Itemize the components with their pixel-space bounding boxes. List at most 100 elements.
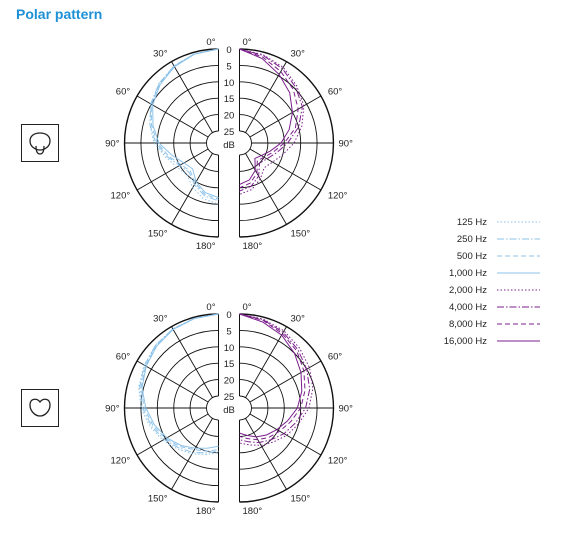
angle-label: 90° <box>339 404 354 415</box>
angle-label: 60° <box>328 352 343 363</box>
radial-tick-label: 15 <box>224 359 235 370</box>
tick-bg <box>221 325 237 337</box>
angle-label: 150° <box>148 229 168 240</box>
grid-spoke <box>136 413 209 456</box>
grid-spoke <box>136 148 209 191</box>
angle-label: 60° <box>116 87 131 98</box>
angle-label: 30° <box>291 313 306 324</box>
grid-spoke <box>249 413 322 456</box>
series-line <box>239 48 299 189</box>
series-line <box>239 313 303 438</box>
polar-chart-2: 0° 30° 60° 90° 120° 150° 180° 0° 30° 60° 90° 120° 15… <box>105 302 353 517</box>
legend-label: 500 Hz <box>457 251 487 262</box>
angle-label: 0° <box>206 302 215 313</box>
polar-half-left: 0° 30° 60° 90° 120° 150° 180° <box>105 37 219 252</box>
series-line <box>149 48 219 202</box>
tick-bg <box>221 76 237 88</box>
radial-tick-label: 5 <box>226 326 231 337</box>
tick-bg <box>221 60 237 72</box>
series-line <box>139 313 219 454</box>
radial-tick-label: 15 <box>224 94 235 105</box>
angle-label: 90° <box>105 404 120 415</box>
grid-spoke <box>245 418 287 490</box>
series-line <box>239 313 314 446</box>
angle-label: 30° <box>291 48 306 59</box>
series-line <box>239 48 305 195</box>
radial-tick-label: 0 <box>226 310 231 321</box>
angle-label: 180° <box>243 506 263 517</box>
tick-bg <box>221 44 237 55</box>
tick-bg <box>221 126 237 137</box>
grid-spoke <box>171 153 213 225</box>
legend-label: 125 Hz <box>457 217 487 228</box>
hypercardioid-shape-icon <box>29 132 51 155</box>
polar-half-right: 0° 30° 60° 90° 120° 150° 180° <box>239 302 354 517</box>
legend-label: 4,000 Hz <box>449 302 487 313</box>
cardioid-shape-icon <box>29 398 51 417</box>
unit-bg <box>219 404 239 415</box>
angle-label: 60° <box>328 87 343 98</box>
angle-label: 180° <box>196 241 216 252</box>
angle-label: 0° <box>206 37 215 48</box>
polar-chart-1: 0° 30° 60° 90° 120° 150° 180° 0° 30° 60° 90° 120° 15… <box>105 37 353 252</box>
tick-bg <box>221 374 237 386</box>
radial-tick-label: 0 <box>226 45 231 56</box>
radial-tick-label: 25 <box>224 127 235 138</box>
angle-label: 30° <box>153 48 168 59</box>
series-line <box>239 313 311 444</box>
angle-label: 30° <box>153 313 168 324</box>
tick-bg <box>221 93 237 105</box>
angle-label: 120° <box>328 191 348 202</box>
series-line <box>150 48 219 200</box>
hypercardioid-pattern-icon <box>21 124 59 162</box>
polar-half-right: 0° 30° 60° 90° 120° 150° 180° <box>239 37 354 252</box>
grid-spoke <box>245 153 287 225</box>
series-line <box>138 313 219 455</box>
radial-tick-label: 10 <box>224 343 235 354</box>
series-line <box>141 313 219 449</box>
radial-unit-label: dB <box>223 140 235 151</box>
radial-tick-label: 25 <box>224 392 235 403</box>
angle-label: 0° <box>243 37 252 48</box>
legend-label: 2,000 Hz <box>449 285 487 296</box>
angle-label: 150° <box>291 229 311 240</box>
grid-spoke <box>249 360 322 403</box>
angle-label: 90° <box>339 139 354 150</box>
angle-label: 180° <box>243 241 263 252</box>
tick-bg <box>221 109 237 121</box>
tick-bg <box>221 309 237 320</box>
legend: 125 Hz 250 Hz 500 Hz 1,000 Hz 2,000 Hz 4,000 … <box>444 217 540 347</box>
grid-ring <box>206 130 219 156</box>
legend-label: 8,000 Hz <box>449 319 487 330</box>
legend-label: 1,000 Hz <box>449 268 487 279</box>
grid-spoke <box>171 61 213 133</box>
tick-bg <box>221 358 237 370</box>
series-line <box>239 48 303 192</box>
radial-tick-label: 20 <box>224 376 235 387</box>
angle-label: 60° <box>116 352 131 363</box>
series-line <box>239 48 294 185</box>
radial-tick-label: 5 <box>226 61 231 72</box>
grid-spoke <box>245 326 287 398</box>
angle-label: 90° <box>105 139 120 150</box>
angle-label: 120° <box>328 456 348 467</box>
grid-spoke <box>136 360 209 403</box>
angle-label: 180° <box>196 506 216 517</box>
series-line <box>149 48 219 205</box>
unit-bg <box>219 139 239 150</box>
grid-spoke <box>136 95 209 138</box>
page-title: Polar pattern <box>16 6 103 22</box>
tick-bg <box>221 391 237 402</box>
angle-label: 150° <box>148 494 168 505</box>
polar-half-left: 0° 30° 60° 90° 120° 150° 180° <box>105 302 219 517</box>
angle-label: 120° <box>111 191 131 202</box>
angle-label: 150° <box>291 494 311 505</box>
cardioid-pattern-icon <box>21 389 59 427</box>
grid-ring <box>206 395 219 421</box>
angle-label: 0° <box>243 302 252 313</box>
radial-tick-label: 10 <box>224 78 235 89</box>
grid-ring <box>239 130 252 156</box>
legend-label: 16,000 Hz <box>444 336 488 347</box>
legend-label: 250 Hz <box>457 234 487 245</box>
